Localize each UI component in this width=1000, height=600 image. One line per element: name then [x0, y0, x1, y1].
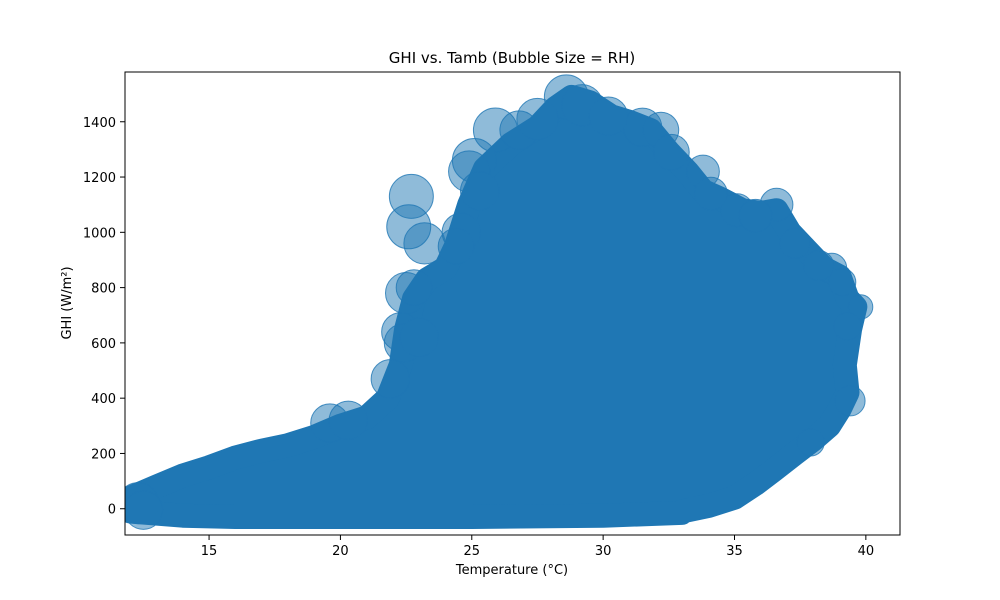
plot-area [125, 74, 874, 530]
bubble-point [738, 198, 773, 233]
bubble-point [803, 249, 835, 281]
bubble-point [796, 428, 825, 457]
x-tick-label: 15 [201, 544, 218, 559]
x-axis: 15 20 25 30 35 40 [201, 535, 874, 559]
bubble-point [834, 385, 866, 417]
bubble-point [395, 269, 433, 306]
y-tick-label: 1000 [83, 226, 116, 241]
bubble-point [588, 96, 629, 136]
bubble-point [693, 176, 728, 211]
bubble-point [653, 133, 690, 171]
bubble-point [370, 359, 411, 399]
y-tick-label: 400 [91, 392, 116, 407]
bubble-point [516, 97, 559, 141]
y-axis: 0 200 400 600 800 1000 1200 1400 [83, 116, 125, 518]
bubble-point [459, 171, 500, 211]
bubble-point [437, 227, 475, 265]
x-tick-label: 20 [332, 544, 349, 559]
y-tick-label: 1200 [83, 171, 116, 186]
bubble-point [847, 294, 874, 320]
y-tick-label: 800 [91, 282, 116, 297]
bubble-point [399, 317, 439, 358]
x-tick-label: 35 [726, 544, 743, 559]
y-axis-label: GHI (W/m²) [60, 266, 75, 339]
chart-title: GHI vs. Tamb (Bubble Size = RH) [389, 49, 635, 67]
x-tick-label: 30 [595, 544, 612, 559]
bubble-point [125, 490, 164, 530]
y-tick-label: 200 [91, 447, 116, 462]
bubble-layer [125, 74, 874, 530]
bubble-point [328, 400, 369, 440]
y-tick-label: 1400 [83, 116, 116, 131]
y-tick-label: 0 [108, 503, 116, 518]
bubble-point [833, 312, 862, 341]
y-tick-label: 600 [91, 337, 116, 352]
bubble-point [779, 227, 811, 259]
x-axis-label: Temperature (°C) [455, 563, 568, 578]
x-tick-label: 40 [858, 544, 875, 559]
plot-frame [124, 71, 901, 536]
x-tick-label: 25 [464, 544, 481, 559]
bubble-point [828, 267, 857, 297]
